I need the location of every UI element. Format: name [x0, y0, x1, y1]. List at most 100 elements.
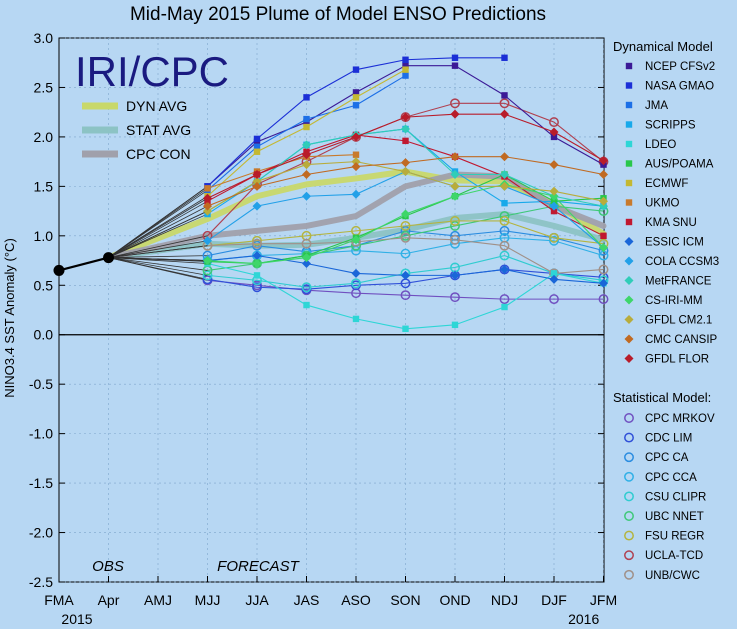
series-point [302, 169, 311, 179]
y-tick-label: 2.0 [34, 129, 54, 145]
y-tick-label: -1.0 [29, 426, 53, 442]
series-point [598, 294, 609, 305]
connector-line [108, 257, 208, 280]
x-tick-label: MJJ [195, 592, 221, 608]
series-point [598, 264, 609, 275]
series-point [351, 235, 361, 245]
x-tick-label: SON [390, 592, 420, 608]
series-point [301, 238, 312, 249]
series-point [625, 121, 633, 128]
y-tick-label: 1.0 [34, 228, 54, 244]
y-tick-label: -2.5 [29, 574, 53, 590]
series-point [252, 282, 262, 293]
series-point [499, 225, 510, 236]
series-point [402, 325, 409, 332]
legend-label: CSU CLIPR [645, 491, 706, 503]
series-point [401, 209, 410, 219]
legend-label: AUS/POAMA [645, 159, 714, 171]
series-point [253, 272, 261, 279]
series-point [252, 251, 262, 261]
series-point [301, 282, 312, 293]
legend-label: CPC CON [126, 146, 191, 162]
series-point [625, 199, 633, 206]
series-point [499, 240, 510, 251]
y-tick-label: -1.5 [29, 475, 53, 491]
series-point [600, 232, 607, 240]
series-line [207, 237, 604, 274]
series-point [550, 133, 558, 141]
statistical-legend: CPC MRKOV CDC LIM CPC CA CPC CCA CSU CLIPR UB… [624, 413, 715, 582]
series-point [624, 530, 634, 541]
y-tick-label: 2.5 [34, 79, 54, 95]
y-tick-label: 0.0 [34, 327, 54, 343]
series-point [500, 264, 509, 274]
series-point [401, 112, 410, 122]
connector-line [108, 210, 208, 258]
series-point [400, 290, 411, 301]
legend-label: CPC CA [645, 452, 689, 464]
connector-line [108, 257, 208, 276]
series-line [207, 279, 604, 300]
year-label-2015: 2015 [61, 611, 92, 627]
obs-point [103, 252, 114, 264]
series-point [549, 117, 559, 128]
series-point [252, 169, 262, 179]
series-point [204, 185, 211, 192]
connector-line [108, 240, 208, 258]
connector-line [108, 257, 208, 271]
series-point [401, 167, 410, 177]
series-point [402, 66, 409, 73]
series-point [625, 101, 633, 109]
series-point [624, 256, 634, 266]
x-tick-label: NDJ [491, 592, 518, 608]
series-point [624, 295, 634, 305]
x-tick-label: FMA [44, 592, 74, 608]
legend-label: SCRIPPS [645, 120, 696, 132]
series-line [207, 220, 604, 247]
statistical-legend-title: Statistical Model: [613, 390, 711, 405]
obs-line [58, 256, 109, 272]
series-point [351, 157, 361, 167]
series-point [303, 115, 310, 123]
series-point [625, 82, 633, 89]
series-point [624, 452, 634, 463]
series-point [203, 206, 212, 216]
legend-label: CPC CCA [645, 472, 697, 484]
series-point [253, 135, 261, 143]
y-tick-label: 1.5 [34, 178, 54, 194]
series-point [599, 169, 608, 179]
series-point [500, 181, 509, 191]
series-point [351, 189, 361, 199]
connector-line [108, 235, 208, 258]
series-point [624, 237, 634, 246]
x-tick-label: Apr [98, 592, 120, 608]
legend-label: DYN AVG [126, 98, 187, 114]
series-point [352, 94, 360, 101]
series-point [499, 211, 510, 221]
x-axis-ticks: FMA Apr AMJ MJJ JJA JAS ASO SON OND NDJ DJF JFM [44, 576, 617, 608]
series-point [352, 89, 360, 96]
series-point [302, 150, 311, 160]
series-point [203, 201, 212, 211]
series-point [549, 127, 559, 137]
series-point [549, 235, 559, 246]
x-tick-label: OND [439, 592, 470, 608]
series-point [624, 413, 634, 423]
series-point [400, 232, 411, 243]
connector-line [108, 205, 208, 258]
legend-label: KMA SNU [645, 217, 697, 229]
y-axis-label: NINO3.4 SST Anomaly (°C) [2, 238, 17, 398]
series-point [625, 179, 633, 187]
legend-label: JMA [645, 100, 668, 112]
legend-label: FSU REGR [645, 531, 704, 543]
series-point [352, 102, 360, 109]
series-point [549, 160, 559, 170]
series-point [549, 274, 559, 284]
series-point [450, 109, 460, 119]
series-point [451, 321, 459, 329]
series-point [303, 94, 310, 101]
series-point [599, 278, 608, 288]
y-tick-label: 0.5 [34, 277, 54, 293]
series-point [550, 207, 558, 215]
legend-label: GFDL FLOR [645, 354, 709, 366]
